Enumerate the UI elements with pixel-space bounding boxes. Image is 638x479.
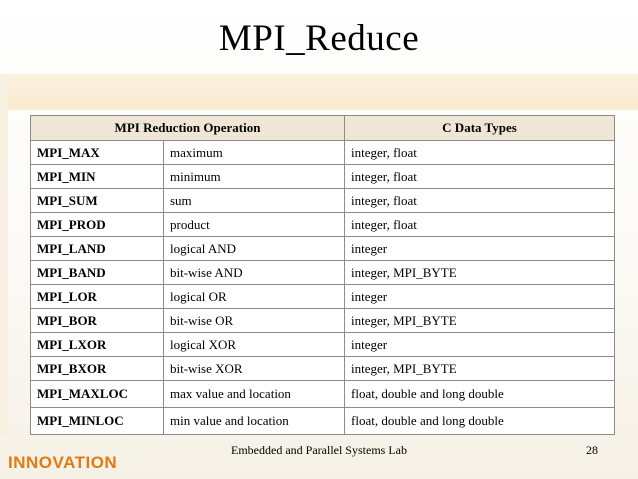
operation-types: integer (344, 284, 615, 309)
table-row: MPI_PROD product integer, float (30, 212, 615, 237)
operation-description: bit-wise AND (163, 260, 345, 285)
table-row: MPI_SUM sum integer, float (30, 188, 615, 213)
operation-name: MPI_SUM (30, 188, 164, 213)
operation-description: product (163, 212, 345, 237)
column-header-types: C Data Types (344, 115, 615, 141)
operation-description: sum (163, 188, 345, 213)
operation-description: logical OR (163, 284, 345, 309)
table-row: MPI_LOR logical OR integer (30, 284, 615, 309)
operation-types: float, double and long double (344, 407, 615, 435)
table-row: MPI_MAX maximum integer, float (30, 140, 615, 165)
operation-types: integer (344, 236, 615, 261)
operation-name: MPI_MIN (30, 164, 164, 189)
operation-types: integer, float (344, 188, 615, 213)
side-band (0, 74, 8, 434)
footer-lab-name: Embedded and Parallel Systems Lab (231, 443, 407, 457)
operation-name: MPI_BAND (30, 260, 164, 285)
operation-description: bit-wise OR (163, 308, 345, 333)
column-header-operation: MPI Reduction Operation (30, 115, 345, 141)
table-row: MPI_BXOR bit-wise XOR integer, MPI_BYTE (30, 356, 615, 381)
table-header-row: MPI Reduction Operation C Data Types (30, 115, 615, 141)
operation-description: bit-wise XOR (163, 356, 345, 381)
operation-description: max value and location (163, 380, 345, 408)
operation-name: MPI_MAXLOC (30, 380, 164, 408)
operation-name: MPI_LOR (30, 284, 164, 309)
table-row: MPI_MAXLOC max value and location float,… (30, 380, 615, 408)
operation-description: maximum (163, 140, 345, 165)
operation-description: logical XOR (163, 332, 345, 357)
operation-types: integer (344, 332, 615, 357)
reduction-operations-table: MPI Reduction Operation C Data Types MPI… (30, 115, 615, 435)
operation-description: min value and location (163, 407, 345, 435)
operation-types: integer, float (344, 212, 615, 237)
operation-types: float, double and long double (344, 380, 615, 408)
innovation-logo: INNOVATION (8, 453, 118, 472)
operation-types: integer, MPI_BYTE (344, 260, 615, 285)
operation-types: integer, MPI_BYTE (344, 356, 615, 381)
operation-name: MPI_LAND (30, 236, 164, 261)
operation-name: MPI_PROD (30, 212, 164, 237)
table-row: MPI_BAND bit-wise AND integer, MPI_BYTE (30, 260, 615, 285)
operation-description: logical AND (163, 236, 345, 261)
operation-name: MPI_BOR (30, 308, 164, 333)
table-row: MPI_LXOR logical XOR integer (30, 332, 615, 357)
table-row: MPI_MINLOC min value and location float,… (30, 407, 615, 435)
slide-title: MPI_Reduce (218, 18, 420, 59)
header-band (0, 74, 638, 110)
table-row: MPI_BOR bit-wise OR integer, MPI_BYTE (30, 308, 615, 333)
table-row: MPI_MIN minimum integer, float (30, 164, 615, 189)
operation-types: integer, MPI_BYTE (344, 308, 615, 333)
operation-name: MPI_BXOR (30, 356, 164, 381)
page-number: 28 (586, 443, 598, 457)
operation-description: minimum (163, 164, 345, 189)
operation-types: integer, float (344, 140, 615, 165)
operation-name: MPI_MAX (30, 140, 164, 165)
operation-name: MPI_MINLOC (30, 407, 164, 435)
table-row: MPI_LAND logical AND integer (30, 236, 615, 261)
operation-types: integer, float (344, 164, 615, 189)
operation-name: MPI_LXOR (30, 332, 164, 357)
